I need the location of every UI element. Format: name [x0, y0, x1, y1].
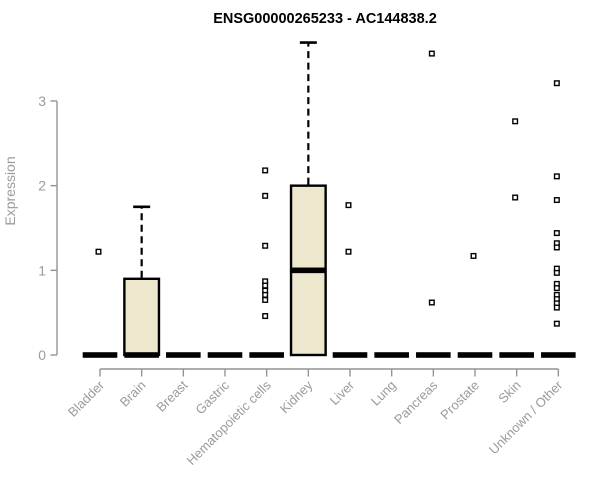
median-line-skin — [499, 352, 534, 358]
x-tick-label-kidney: Kidney — [277, 377, 316, 416]
median-line-kidney — [291, 267, 326, 274]
y-tick-label: 0 — [38, 347, 46, 363]
outlier-point-prostate — [470, 252, 477, 259]
x-tick-label-pancreas: Pancreas — [391, 377, 441, 427]
median-line-liver — [332, 352, 368, 358]
outlier-point-hematopoietic-cells — [262, 313, 269, 320]
median-line-pancreas — [416, 352, 451, 358]
outlier-point-skin — [512, 194, 519, 201]
x-tick-label-brain: Brain — [117, 378, 149, 410]
x-tick-label-skin: Skin — [495, 378, 523, 406]
outlier-point-hematopoietic-cells — [262, 282, 269, 289]
median-line-bladder — [82, 352, 118, 358]
outlier-point-unknown-other — [553, 80, 560, 87]
median-line-gastric — [207, 352, 243, 358]
outlier-point-unknown-other — [553, 197, 560, 204]
median-line-prostate — [457, 352, 493, 358]
outlier-point-hematopoietic-cells — [262, 296, 269, 303]
outlier-point-unknown-other — [553, 320, 560, 327]
outlier-point-unknown-other — [553, 269, 560, 276]
y-axis-label: Expression — [2, 156, 18, 225]
outlier-point-unknown-other — [553, 285, 560, 292]
median-line-unknown-other — [541, 352, 576, 358]
y-tick-label: 1 — [38, 262, 46, 278]
median-line-brain — [124, 352, 159, 358]
x-tick-label-unknown-other: Unknown / Other — [486, 377, 566, 457]
chart-title: ENSG00000265233 - AC144838.2 — [213, 11, 437, 27]
outlier-point-liver — [345, 202, 352, 209]
x-tick-label-liver: Liver — [327, 377, 358, 408]
outlier-point-hematopoietic-cells — [262, 192, 269, 199]
outlier-point-liver — [345, 248, 352, 255]
x-tick-label-breast: Breast — [153, 377, 190, 414]
outlier-point-unknown-other — [553, 304, 560, 311]
median-line-hematopoietic-cells — [249, 352, 284, 358]
outlier-point-skin — [512, 118, 519, 125]
median-line-breast — [166, 352, 201, 358]
x-tick-label-lung: Lung — [368, 378, 399, 409]
outlier-point-unknown-other — [553, 230, 560, 237]
outlier-point-bladder — [95, 248, 102, 255]
x-tick-label-prostate: Prostate — [437, 378, 482, 423]
outlier-point-hematopoietic-cells — [262, 167, 269, 174]
x-tick-label-gastric: Gastric — [192, 377, 232, 417]
median-line-lung — [374, 352, 409, 358]
y-tick-label: 2 — [38, 178, 46, 194]
outlier-point-pancreas — [428, 299, 435, 306]
outlier-point-hematopoietic-cells — [262, 242, 269, 249]
y-tick-label: 3 — [38, 93, 46, 109]
outlier-point-pancreas — [428, 50, 435, 57]
x-tick-label-bladder: Bladder — [65, 377, 108, 420]
outlier-point-unknown-other — [553, 173, 560, 180]
outlier-point-unknown-other — [553, 244, 560, 251]
box-brain — [123, 277, 161, 357]
outlier-point-hematopoietic-cells — [262, 291, 269, 298]
